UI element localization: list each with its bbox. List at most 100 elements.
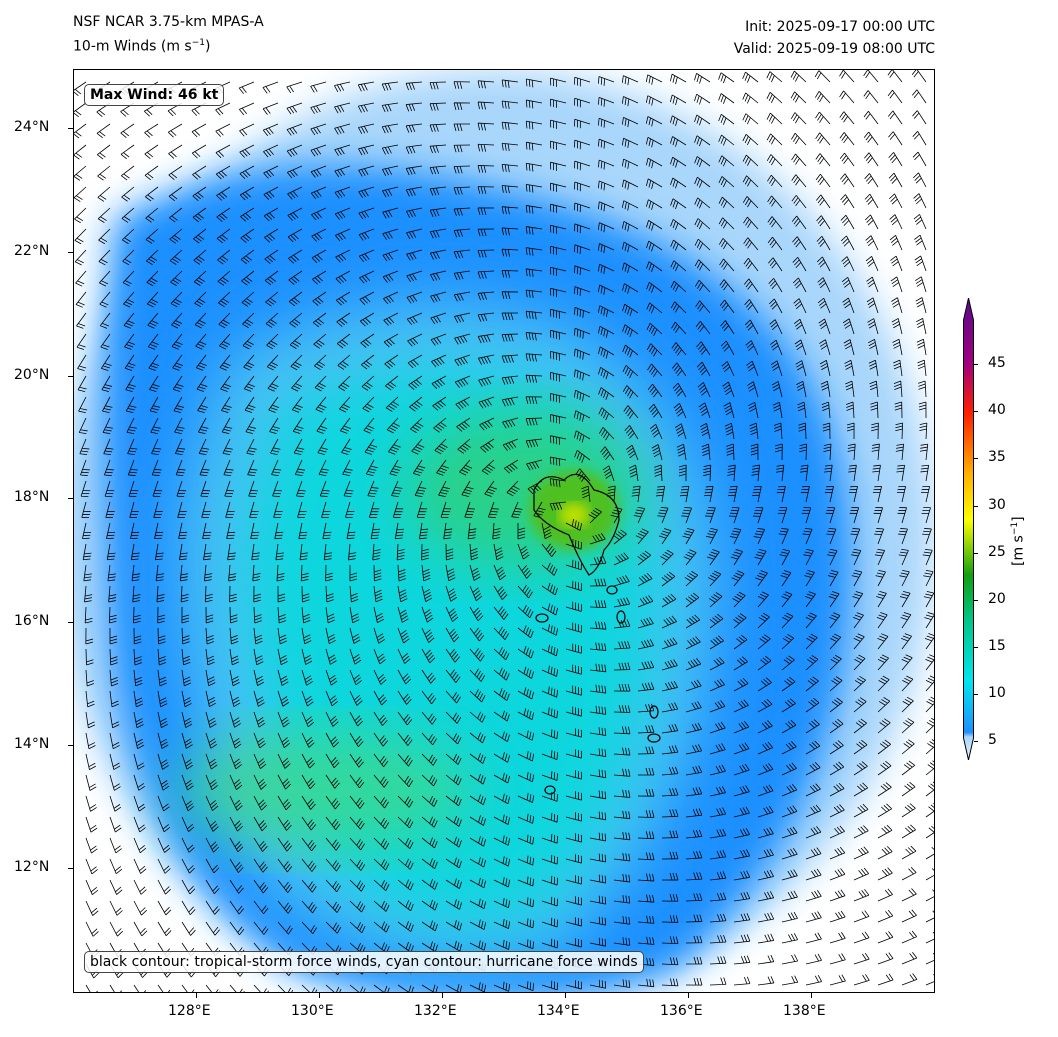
wind-barb xyxy=(694,176,711,188)
wind-barb xyxy=(901,718,915,734)
wind-barb xyxy=(397,921,414,932)
lon-tick-mark xyxy=(565,993,566,998)
wind-barb xyxy=(286,123,303,136)
wind-barb xyxy=(337,354,351,370)
wind-barb xyxy=(373,774,389,788)
wind-barb xyxy=(525,438,543,448)
wind-barb xyxy=(325,690,339,707)
wind-barb xyxy=(723,402,735,419)
wind-barb xyxy=(151,438,162,456)
wind-barb xyxy=(913,214,927,230)
wind-barb xyxy=(397,984,414,992)
wind-barb xyxy=(621,117,639,128)
wind-barb xyxy=(661,872,679,881)
wind-barb xyxy=(421,878,438,890)
wind-barb xyxy=(549,435,567,445)
wind-barb xyxy=(219,354,231,371)
wind-barb xyxy=(899,569,910,587)
wind-barb xyxy=(434,438,448,455)
wind-barb xyxy=(893,359,903,377)
wind-barb xyxy=(597,243,615,254)
wind-barb xyxy=(829,910,846,923)
wind-barb xyxy=(685,786,703,797)
wind-barb xyxy=(429,207,447,218)
wind-barb xyxy=(301,900,317,914)
wind-barb xyxy=(229,606,238,624)
lat-tick-mark xyxy=(68,622,73,623)
wind-barb xyxy=(157,690,168,708)
wind-barb xyxy=(125,396,137,414)
wind-barb xyxy=(645,116,663,127)
wind-barb xyxy=(829,825,845,839)
wind-barb xyxy=(670,136,687,147)
wind-barb xyxy=(917,359,927,377)
wind-barb xyxy=(770,360,783,377)
wind-barb xyxy=(661,957,679,966)
wind-barb xyxy=(205,774,218,791)
wind-barb xyxy=(264,249,279,264)
wind-barb xyxy=(421,920,438,932)
wind-barb xyxy=(853,654,866,671)
wind-barb xyxy=(780,570,792,587)
wind-barb xyxy=(421,627,435,643)
wind-barb xyxy=(262,123,279,137)
wind-barb xyxy=(373,711,388,726)
wind-barb xyxy=(517,897,534,908)
wind-barb xyxy=(109,837,122,854)
wind-barb xyxy=(597,305,615,318)
wind-barb xyxy=(574,265,591,275)
wind-barb xyxy=(290,354,303,371)
wind-barb xyxy=(405,102,423,112)
wind-barb xyxy=(613,640,631,650)
wind-barb xyxy=(894,401,903,419)
wind-barb xyxy=(613,575,630,587)
wind-barb xyxy=(613,662,631,671)
wind-barb xyxy=(372,543,381,561)
wind-barb xyxy=(757,954,775,965)
wind-barb xyxy=(493,667,510,681)
wind-barb xyxy=(453,228,471,238)
wind-barb xyxy=(893,380,903,398)
wind-barb xyxy=(229,627,239,645)
wind-barb xyxy=(661,766,679,776)
wind-barb xyxy=(797,401,807,419)
wind-barb xyxy=(589,705,607,715)
wind-barb xyxy=(541,792,558,802)
wind-barb xyxy=(133,900,147,916)
wind-barb xyxy=(541,707,558,719)
wind-barb xyxy=(840,194,855,209)
wind-barb xyxy=(565,791,582,801)
wind-barb xyxy=(684,571,699,587)
wind-barb xyxy=(291,396,303,413)
wind-barb xyxy=(310,123,327,136)
wind-barb xyxy=(922,548,933,566)
wind-barb xyxy=(790,91,807,104)
wind-barb xyxy=(312,312,327,328)
wind-barb xyxy=(565,728,582,738)
wind-barb xyxy=(670,115,687,126)
wind-barb xyxy=(334,165,351,178)
wind-barb xyxy=(877,654,889,671)
wind-barb xyxy=(157,732,169,749)
wind-barb xyxy=(517,855,535,866)
colorbar xyxy=(963,297,974,761)
wind-barb xyxy=(421,774,438,787)
wind-barb xyxy=(839,70,855,83)
contour-legend-note: black contour: tropical-storm force wind… xyxy=(84,951,644,973)
wind-barb xyxy=(742,71,759,83)
wind-barb xyxy=(733,613,747,629)
wind-barb xyxy=(493,626,510,640)
wind-barb xyxy=(637,725,655,734)
wind-barb xyxy=(589,600,607,608)
wind-barb xyxy=(277,627,287,645)
wind-barb xyxy=(645,74,663,85)
wind-barb xyxy=(321,501,331,518)
wind-barb xyxy=(157,753,169,770)
wind-barb xyxy=(589,642,607,651)
wind-barb xyxy=(628,464,639,482)
wind-barb xyxy=(877,782,892,797)
wind-barb xyxy=(646,261,663,273)
wind-barb xyxy=(565,749,582,759)
wind-barb xyxy=(96,123,111,139)
wind-barb xyxy=(469,940,487,951)
